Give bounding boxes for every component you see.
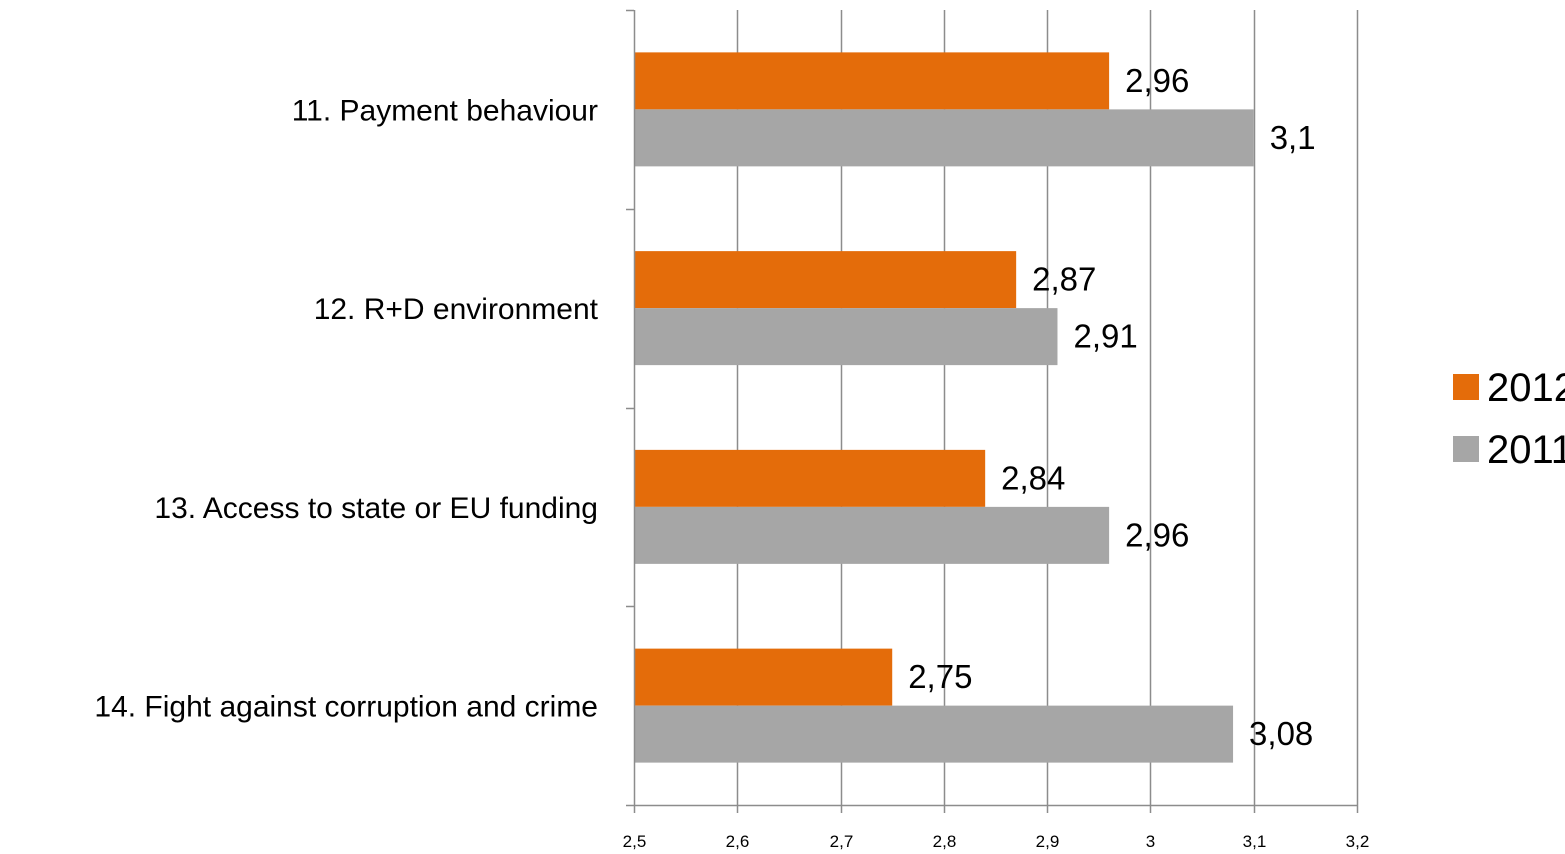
x-tick-label: 3,2	[1346, 832, 1370, 851]
x-tick-label: 2,5	[623, 832, 647, 851]
data-label: 2,87	[1032, 261, 1096, 298]
axes: 2,5 2,6 2,7 2,8 2,9 3 3,1 3,2	[623, 9, 1370, 851]
bar-2011	[634, 705, 1234, 763]
data-label: 2,91	[1073, 318, 1137, 355]
legend-swatch-2011	[1453, 436, 1479, 462]
bar-2011	[634, 308, 1058, 366]
legend: 2012 2011	[1453, 366, 1565, 472]
x-tick-label: 2,7	[830, 832, 854, 851]
data-label: 3,08	[1249, 715, 1313, 752]
labels: 2,96 3,1 11. Payment behaviour 2,87 2,91 12. …	[94, 62, 1315, 752]
bar-2012	[634, 449, 986, 507]
category-label: 11. Payment behaviour	[292, 94, 598, 127]
bar-2012	[634, 648, 893, 706]
data-label: 3,1	[1270, 119, 1316, 156]
category-label: 12. R+D environment	[314, 293, 599, 326]
data-label: 2,96	[1125, 516, 1189, 553]
data-label: 2,75	[908, 658, 972, 695]
bar-2012	[634, 52, 1110, 110]
legend-swatch-2012	[1453, 374, 1479, 400]
legend-label: 2012	[1487, 366, 1565, 410]
category-label: 13. Access to state or EU funding	[154, 492, 598, 525]
legend-label: 2011	[1487, 428, 1565, 472]
bars	[634, 52, 1254, 763]
x-tick-label: 3,1	[1243, 832, 1267, 851]
bar-2012	[634, 251, 1017, 309]
bar-2011	[634, 109, 1254, 167]
data-label: 2,84	[1001, 459, 1065, 496]
bar-2011	[634, 506, 1110, 564]
x-tick-label: 2,6	[726, 832, 750, 851]
category-label: 14. Fight against corruption and crime	[94, 691, 598, 724]
x-tick-label: 2,8	[933, 832, 957, 851]
x-tick-label: 2,9	[1036, 832, 1060, 851]
data-label: 2,96	[1125, 62, 1189, 99]
x-tick-label: 3	[1146, 832, 1155, 851]
